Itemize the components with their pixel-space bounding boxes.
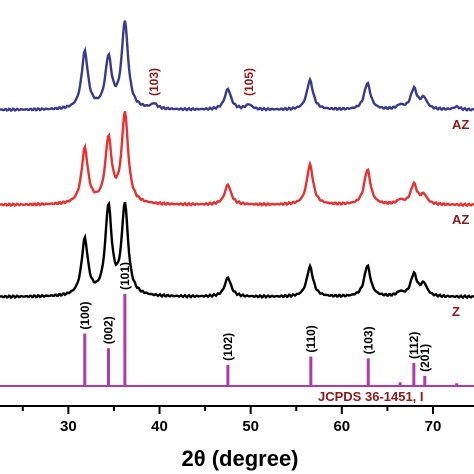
reference-label: (112) bbox=[407, 332, 421, 359]
x-tick-label: 50 bbox=[242, 418, 259, 435]
reference-label: (002) bbox=[101, 316, 115, 344]
series-label-1: AZ bbox=[452, 117, 469, 132]
peak-annotation: (103) bbox=[147, 68, 161, 96]
series-line-2 bbox=[0, 111, 474, 208]
x-axis-title: 2θ (degree) bbox=[181, 446, 298, 471]
reference-label: (110) bbox=[304, 325, 318, 352]
x-tick-label: 30 bbox=[60, 418, 77, 435]
x-tick-label: 70 bbox=[425, 418, 442, 435]
peak-annotation: (105) bbox=[242, 68, 256, 96]
series-line-1 bbox=[0, 20, 474, 113]
series-label-2: AZ bbox=[452, 212, 469, 227]
reference-layer: (100) (002) (101) (102) (110) (103) (112)(201)… bbox=[0, 262, 474, 404]
series-label-3: Z bbox=[452, 304, 460, 319]
series-layer: AZ AZ Z (103) (105) bbox=[0, 20, 474, 319]
reference-name: JCPDS 36-1451, I bbox=[318, 389, 424, 404]
reference-label: (102) bbox=[221, 333, 235, 361]
reference-label: (201) bbox=[418, 344, 432, 372]
x-tick-label: 60 bbox=[333, 418, 350, 435]
reference-label: (100) bbox=[78, 302, 92, 330]
x-ticks: 30 40 50 60 70 bbox=[21, 406, 442, 435]
reference-label: (101) bbox=[118, 262, 132, 290]
series-line-3 bbox=[0, 200, 474, 300]
reference-label: (103) bbox=[361, 326, 375, 354]
x-tick-label: 40 bbox=[151, 418, 168, 435]
